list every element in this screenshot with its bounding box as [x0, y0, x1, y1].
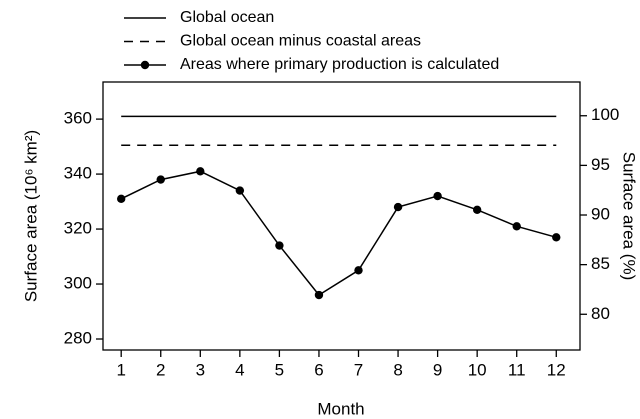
y2-tick-label: 100 [591, 105, 619, 124]
y2-tick-label: 80 [591, 304, 610, 323]
x-axis-label: Month [317, 399, 364, 418]
y-tick-label: 340 [64, 164, 92, 183]
y2-axis-label: Surface area (%) [620, 152, 639, 281]
x-tick-label: 11 [508, 360, 526, 379]
series-line [120, 170, 557, 297]
x-tick-label: 4 [235, 360, 244, 379]
data-point [314, 290, 324, 300]
data-point [393, 202, 403, 212]
y-axis-label: Surface area (10⁶ km²) [21, 130, 40, 302]
y-tick-label: 280 [64, 328, 92, 347]
data-point [156, 175, 165, 184]
data-point [116, 194, 126, 204]
y2-tick-label: 90 [591, 204, 610, 223]
data-point [552, 233, 561, 242]
y2-tick-label: 85 [591, 254, 610, 273]
x-tick-label: 3 [196, 360, 205, 379]
legend: Global ocean Global ocean minus coastal a… [124, 9, 499, 73]
y-tick-label: 300 [64, 274, 92, 293]
x-tick-label: 5 [275, 360, 284, 379]
legend-label: Areas where primary production is calcul… [180, 56, 499, 73]
x-tick-label: 9 [433, 360, 442, 379]
x-tick-label: 2 [156, 360, 165, 379]
y-tick-label: 360 [64, 109, 92, 128]
data-point [433, 191, 442, 201]
data-point [196, 167, 205, 176]
y-tick-label: 320 [64, 219, 92, 238]
legend-label: Global ocean [180, 9, 274, 26]
data-point [512, 222, 521, 231]
x-tick-label: 6 [314, 360, 323, 379]
x-tick-label: 7 [354, 360, 363, 379]
x-tick-label: 1 [116, 360, 125, 379]
data-point [235, 186, 245, 195]
legend-marker [140, 60, 150, 70]
x-tick-label: 12 [547, 360, 566, 379]
data-point [354, 266, 363, 275]
x-tick-label: 8 [393, 360, 402, 379]
y2-tick-label: 95 [591, 155, 610, 174]
x-tick-label: 10 [468, 360, 487, 379]
data-point [472, 205, 482, 215]
plot-frame [102, 81, 581, 351]
legend-label: Global ocean minus coastal areas [180, 33, 421, 50]
data-point [275, 241, 284, 250]
